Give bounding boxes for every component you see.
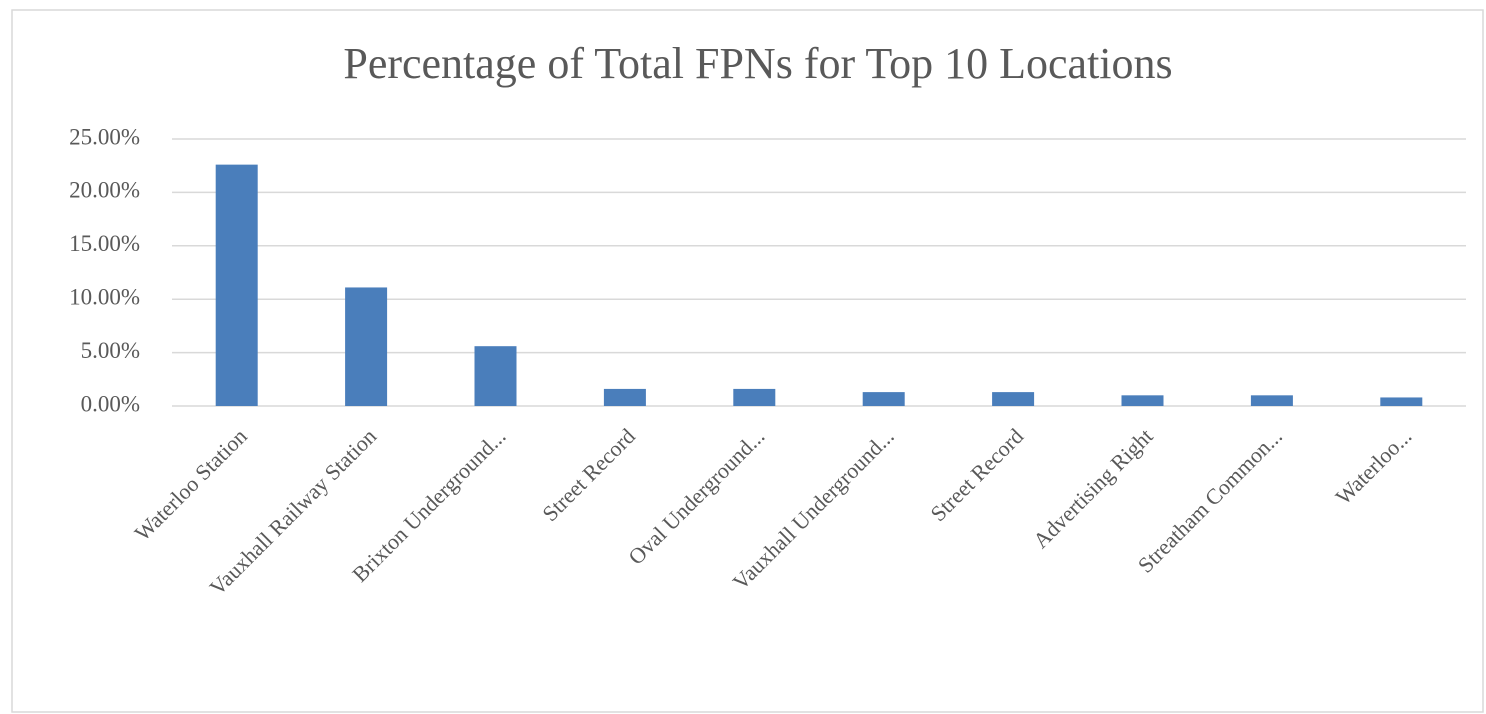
y-tick-label: 25.00% [69,124,140,149]
y-tick-label: 10.00% [69,284,140,309]
chart-title: Percentage of Total FPNs for Top 10 Loca… [343,39,1172,88]
y-tick-label: 20.00% [69,178,140,203]
bar [603,388,646,406]
y-tick-label: 5.00% [81,338,140,363]
bar [345,287,388,406]
bar [474,346,517,406]
bar [215,164,258,406]
bar [733,388,776,406]
bar [862,392,905,406]
bar [1121,395,1164,406]
bar [1380,397,1423,406]
y-tick-label: 15.00% [69,231,140,256]
y-tick-label: 0.00% [81,391,140,416]
bar [992,392,1035,406]
bar [1250,395,1293,406]
